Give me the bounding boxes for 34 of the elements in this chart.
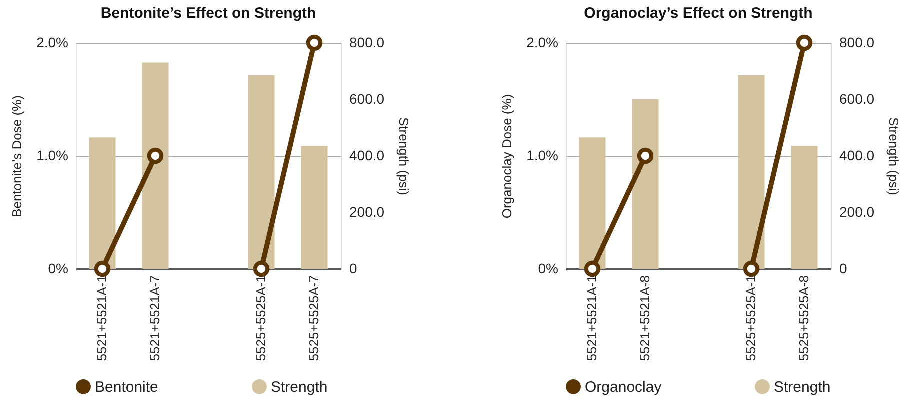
y2-tick-label: 800.0	[840, 34, 875, 50]
y-tick-label: 0%	[538, 260, 558, 276]
chart-title: Bentonite’s Effect on Strength	[100, 4, 316, 22]
legend-label: Strength	[774, 378, 831, 396]
x-tick-label: 5521+5521A-1	[584, 276, 600, 362]
y-tick-label: 1.0%	[526, 148, 558, 164]
x-tick-label: 5521+5521A-7	[148, 276, 162, 362]
y2-tick-label: 400.0	[350, 148, 385, 164]
x-tick-label: 5525+5525A-8	[796, 276, 812, 362]
chart-title: Organoclay’s Effect on Strength	[584, 4, 813, 22]
y-tick-label: 1.0%	[36, 148, 68, 164]
legend-label: Strength	[271, 378, 328, 396]
y-tick-label: 2.0%	[526, 34, 558, 50]
y2-tick-label: 600.0	[840, 91, 875, 107]
y-axis-title: Organoclay Dose (%)	[500, 94, 515, 219]
x-tick-label: 5521+5521A-8	[638, 276, 652, 362]
x-tick-label: 5525+5525A-1	[254, 276, 268, 362]
legend-label: Organoclay	[585, 378, 662, 396]
y-tick-label: 2.0%	[36, 34, 68, 50]
y2-axis-title: Strength (psi)	[396, 117, 412, 196]
legend-label: Bentonite	[95, 378, 158, 396]
x-tick-label: 5525+5525A-1	[744, 276, 758, 362]
y2-tick-label: 600.0	[350, 91, 385, 107]
y2-tick-label: 200.0	[350, 204, 385, 220]
y2-tick-label: 200.0	[840, 204, 875, 220]
y2-axis-title: Strength (psi)	[886, 117, 902, 196]
x-tick-label: 5525+5525A-7	[306, 276, 322, 362]
y2-tick-label: 400.0	[840, 148, 875, 164]
y-axis-title: Bentonite’s Dose (%)	[10, 96, 25, 218]
y2-tick-label: 0	[840, 260, 848, 276]
y2-tick-label: 0	[350, 260, 358, 276]
x-tick-label: 5521+5521A-1	[94, 276, 110, 362]
y2-tick-label: 800.0	[350, 34, 385, 50]
y-tick-label: 0%	[48, 260, 68, 276]
